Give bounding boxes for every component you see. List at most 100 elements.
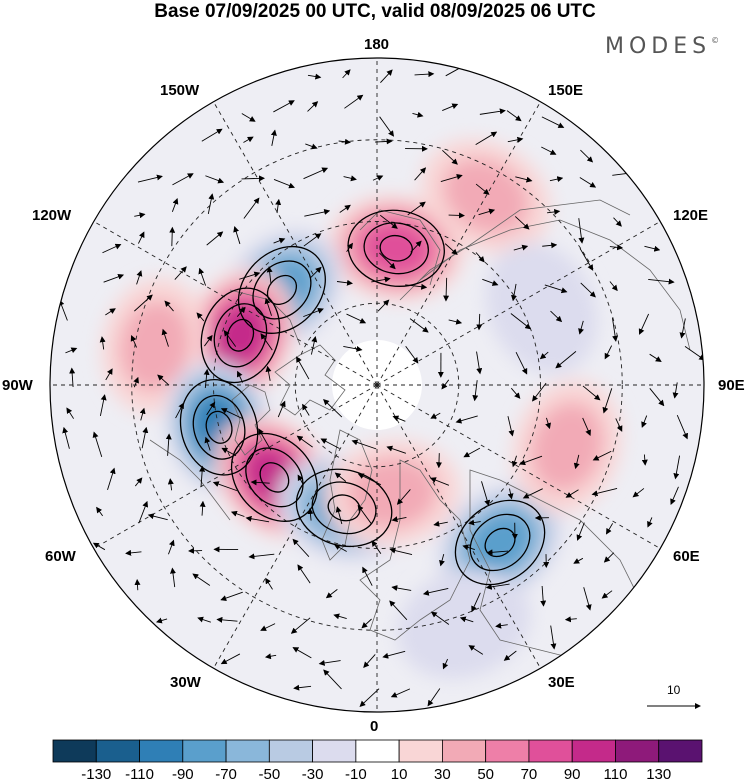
contour-2-0 — [226, 318, 255, 352]
wind-vector-259 — [564, 616, 577, 623]
wind-vector-33 — [343, 175, 357, 182]
wind-vector-155 — [455, 415, 478, 424]
wind-vector-56 — [613, 217, 622, 227]
lon-label-0: 0 — [370, 718, 379, 735]
wind-vector-272 — [390, 688, 411, 698]
wind-vector-28 — [172, 173, 194, 186]
wind-vector-218 — [168, 539, 175, 555]
wind-vector-43 — [171, 198, 179, 212]
colorbar-swatch-4 — [225, 739, 270, 763]
wind-vector-243 — [485, 583, 510, 590]
lon-label-90w: 90W — [2, 377, 33, 394]
contour-3-1 — [192, 394, 246, 460]
wind-vector-236 — [265, 577, 273, 590]
wind-vector-51 — [448, 212, 465, 219]
wind-vector-105 — [550, 310, 563, 323]
wind-vector-184 — [199, 465, 206, 487]
wind-vector-214 — [605, 523, 614, 535]
wind-vector-58 — [137, 231, 145, 244]
wind-vector-44 — [207, 193, 215, 215]
wind-vector-129 — [105, 368, 113, 381]
wind-vector-101 — [409, 318, 429, 333]
wind-vector-199 — [96, 506, 104, 517]
wind-vector-143 — [672, 382, 679, 399]
wind-vector-0 — [307, 73, 322, 80]
wind-vector-11 — [442, 103, 459, 111]
wind-vector-201 — [147, 513, 168, 521]
colorbar-label-13: 130 — [646, 766, 672, 783]
wind-vector-64 — [346, 242, 353, 253]
wind-vector-240 — [391, 585, 412, 591]
wind-vector-230 — [573, 557, 584, 564]
wind-vector-31 — [273, 179, 295, 189]
wind-vector-169 — [296, 435, 313, 448]
lon-label-60e: 60E — [673, 548, 700, 565]
wind-vector-213 — [576, 522, 585, 541]
wind-vector-76 — [174, 266, 187, 280]
wind-vector-103 — [476, 313, 483, 331]
wind-vector-89 — [609, 281, 618, 292]
wind-vector-223 — [333, 544, 347, 552]
colorbar-swatch-0 — [52, 739, 97, 763]
wind-vector-100 — [377, 299, 390, 312]
wind-vector-59 — [169, 226, 176, 247]
colorbar-swatch-8 — [398, 739, 443, 763]
wind-vector-25 — [541, 146, 557, 155]
contour-0-1 — [363, 222, 429, 275]
wind-vector-266 — [442, 658, 449, 670]
wind-vector-203 — [230, 510, 245, 517]
anomaly-cell-8-1 — [347, 457, 438, 529]
meridian-240 — [93, 221, 378, 386]
wind-vector-200 — [138, 500, 149, 524]
wind-vector-55 — [578, 218, 585, 244]
wind-vector-12 — [479, 108, 506, 115]
contour-6-1 — [469, 513, 531, 572]
wind-vector-7 — [307, 101, 319, 112]
wind-vector-54 — [547, 208, 561, 215]
wind-vector-65 — [379, 252, 396, 270]
wind-vector-122 — [515, 352, 528, 375]
wind-vector-116 — [260, 333, 273, 351]
wind-vector-180 — [673, 455, 681, 480]
colorbar-swatch-1 — [95, 739, 140, 763]
wind-vector-262 — [292, 647, 312, 659]
colorbar-label-8: 30 — [434, 766, 451, 783]
wind-vector-68 — [475, 252, 485, 263]
wind-vector-73 — [644, 245, 661, 252]
wind-vector-250 — [260, 623, 276, 631]
wind-vector-85 — [482, 278, 499, 286]
wind-vector-134 — [265, 365, 272, 381]
wind-vector-151 — [302, 403, 310, 416]
wind-vector-102 — [448, 318, 463, 325]
wind-vector-14 — [541, 116, 565, 128]
wind-vector-158 — [582, 417, 591, 436]
wind-vector-239 — [362, 566, 373, 586]
wind-vector-182 — [134, 477, 143, 487]
wind-vector-217 — [125, 549, 142, 556]
colorbar-swatch-10 — [485, 739, 530, 763]
wind-vector-176 — [519, 455, 543, 466]
wind-vector-1 — [342, 69, 351, 79]
wind-vector-71 — [579, 248, 594, 271]
wind-vector-15 — [201, 128, 223, 142]
wind-vector-62 — [273, 237, 286, 244]
wind-vector-152 — [323, 399, 343, 418]
wind-vector-90 — [648, 278, 675, 285]
brand-mark: © — [711, 36, 720, 45]
wind-vector-153 — [392, 415, 406, 422]
wind-vector-202 — [199, 500, 206, 516]
wind-vector-271 — [359, 688, 380, 707]
wind-vector-193 — [507, 488, 514, 500]
wind-vector-69 — [513, 244, 529, 251]
wind-vector-45 — [243, 197, 260, 219]
wind-vector-196 — [591, 487, 618, 497]
wind-vector-197 — [632, 488, 645, 498]
wind-vector-235 — [220, 591, 243, 601]
wind-vector-157 — [545, 417, 551, 430]
wind-vector-232 — [134, 578, 141, 591]
colorbar-label-9: 50 — [477, 766, 494, 783]
wind-vector-249 — [216, 616, 238, 623]
lon-label-30e: 30E — [548, 674, 575, 691]
colorbar-label-5: -30 — [301, 766, 324, 783]
